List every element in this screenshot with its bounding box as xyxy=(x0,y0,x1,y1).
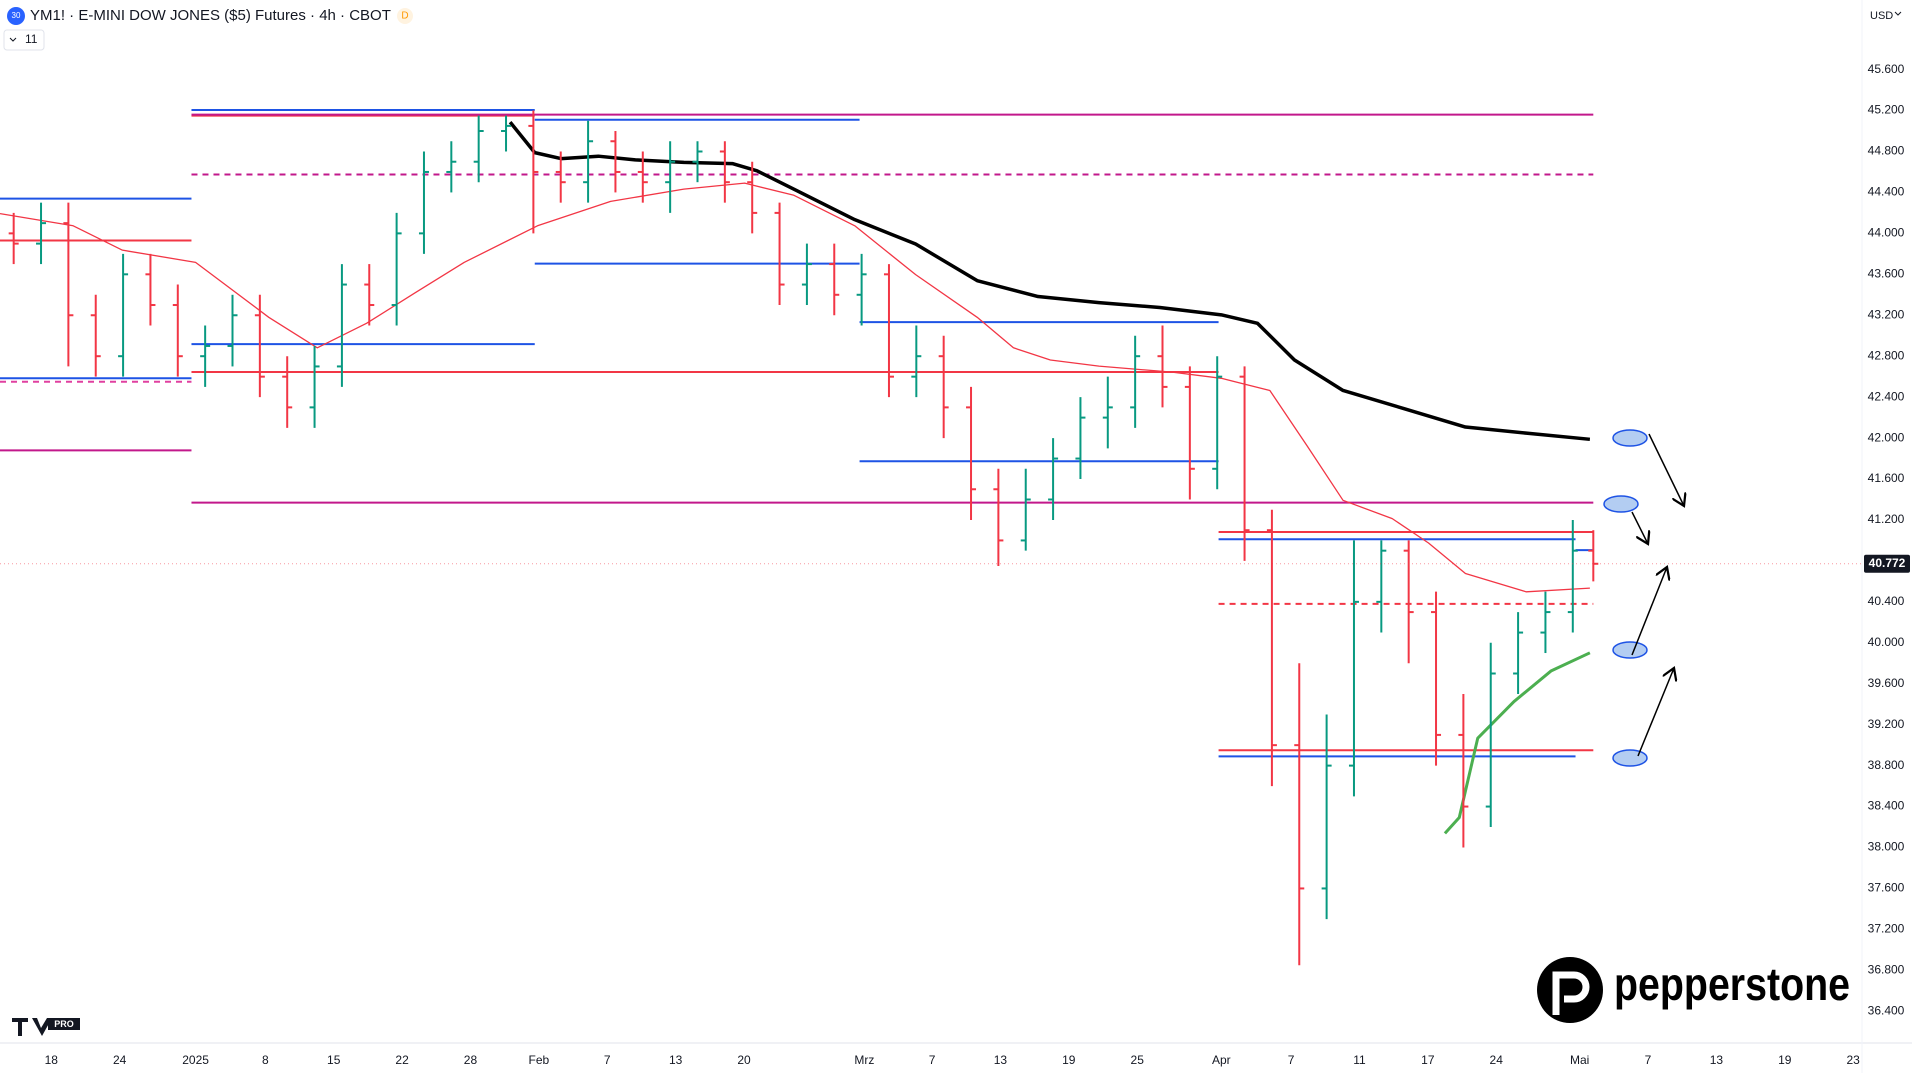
y-tick-label: 43.600 xyxy=(1868,266,1905,280)
x-tick-label: Apr xyxy=(1212,1053,1231,1067)
ellipse xyxy=(1603,495,1639,513)
y-tick-label: 42.400 xyxy=(1868,389,1905,403)
indicator-toggle[interactable] xyxy=(3,29,45,51)
y-tick-label: 42.000 xyxy=(1868,430,1905,444)
moving-average xyxy=(1443,651,1591,835)
y-tick-label: 37.200 xyxy=(1868,922,1905,936)
x-tick-label: 19 xyxy=(1778,1053,1792,1067)
y-tick-label: 42.800 xyxy=(1868,348,1905,362)
currency[interactable]: USD xyxy=(1870,10,1893,22)
arrow xyxy=(1648,433,1684,506)
y-tick-label: 38.400 xyxy=(1868,799,1905,813)
x-tick-label: 18 xyxy=(45,1053,59,1067)
y-tick-label: 45.200 xyxy=(1868,103,1905,117)
x-tick-label: Feb xyxy=(529,1053,550,1067)
tv-mark xyxy=(12,1018,52,1036)
moving-average xyxy=(0,182,1590,593)
moving-average xyxy=(508,121,1591,442)
chevron xyxy=(1894,11,1902,16)
symbol-icon xyxy=(7,7,25,25)
y-tick-label: 41.600 xyxy=(1868,471,1905,485)
plot-area xyxy=(0,109,1862,966)
x-tick-label: 13 xyxy=(994,1053,1008,1067)
y-tick-label: 44.000 xyxy=(1868,226,1905,240)
chart-title[interactable]: YM1! · E-MINI DOW JONES ($5) Futures · 4… xyxy=(30,7,391,24)
y-tick-label: 36.400 xyxy=(1868,1003,1905,1017)
indicator-count: 11 xyxy=(25,32,38,46)
x-tick-label: 24 xyxy=(1490,1053,1504,1067)
y-tick-label: 38.000 xyxy=(1868,840,1905,854)
x-tick-label: 15 xyxy=(327,1053,341,1067)
y-tick-label: 44.400 xyxy=(1868,185,1905,199)
x-tick-label: 20 xyxy=(737,1053,751,1067)
symbol-badge: 30 xyxy=(12,11,21,20)
x-tick-label: Mai xyxy=(1570,1053,1589,1067)
badge: D xyxy=(401,11,408,22)
x-tick-label: 13 xyxy=(669,1053,683,1067)
x-tick-label: 7 xyxy=(1288,1053,1295,1067)
last-price-label: 40.772 xyxy=(1869,556,1906,570)
x-tick-label: 17 xyxy=(1421,1053,1435,1067)
x-tick-label: 28 xyxy=(464,1053,478,1067)
x-tick-label: 7 xyxy=(1645,1053,1652,1067)
logo-p xyxy=(1552,971,1590,1015)
last-price-box xyxy=(1864,554,1910,573)
x-tick-label: 22 xyxy=(395,1053,409,1067)
y-tick-label: 39.600 xyxy=(1868,676,1905,690)
ellipse xyxy=(1612,749,1648,767)
badge-bg xyxy=(397,8,413,24)
x-tick-label: 7 xyxy=(604,1053,611,1067)
chevron xyxy=(9,37,17,42)
x-tick-label: Mrz xyxy=(854,1053,874,1067)
y-tick-label: 44.800 xyxy=(1868,144,1905,158)
y-tick-label: 40.400 xyxy=(1868,594,1905,608)
y-tick-label: 41.200 xyxy=(1868,512,1905,526)
tv-logo: PRO xyxy=(12,1018,80,1036)
x-tick-label: 8 xyxy=(262,1053,269,1067)
y-tick-label: 36.800 xyxy=(1868,962,1905,976)
y-tick-label: 39.200 xyxy=(1868,717,1905,731)
pepperstone-logo: pepperstone xyxy=(1537,957,1850,1023)
pro-label: PRO xyxy=(54,1019,74,1029)
ellipse xyxy=(1612,641,1648,659)
annotations xyxy=(1603,429,1648,767)
ellipse xyxy=(1612,429,1648,447)
y-tick-label: 45.600 xyxy=(1868,62,1905,76)
x-tick-label: 11 xyxy=(1353,1053,1366,1067)
pro-bg xyxy=(48,1018,80,1030)
y-tick-label: 43.200 xyxy=(1868,307,1905,321)
logo-text: pepperstone xyxy=(1614,958,1850,1010)
arrow xyxy=(1637,668,1674,757)
arrow xyxy=(1631,511,1648,544)
logo-icon xyxy=(1537,957,1603,1023)
x-tick-label: 25 xyxy=(1131,1053,1145,1067)
arrows xyxy=(1631,433,1684,757)
x-tick-label: 24 xyxy=(113,1053,127,1067)
y-tick-label: 37.600 xyxy=(1868,881,1905,895)
x-tick-label: 19 xyxy=(1062,1053,1076,1067)
arrow xyxy=(1631,567,1667,656)
x-tick-label: 2025 xyxy=(182,1053,209,1067)
y-tick-label: 38.800 xyxy=(1868,758,1905,772)
x-tick-label: 23 xyxy=(1846,1053,1860,1067)
x-tick-label: 13 xyxy=(1710,1053,1724,1067)
y-tick-label: 40.000 xyxy=(1868,635,1905,649)
x-tick-label: 7 xyxy=(929,1053,936,1067)
